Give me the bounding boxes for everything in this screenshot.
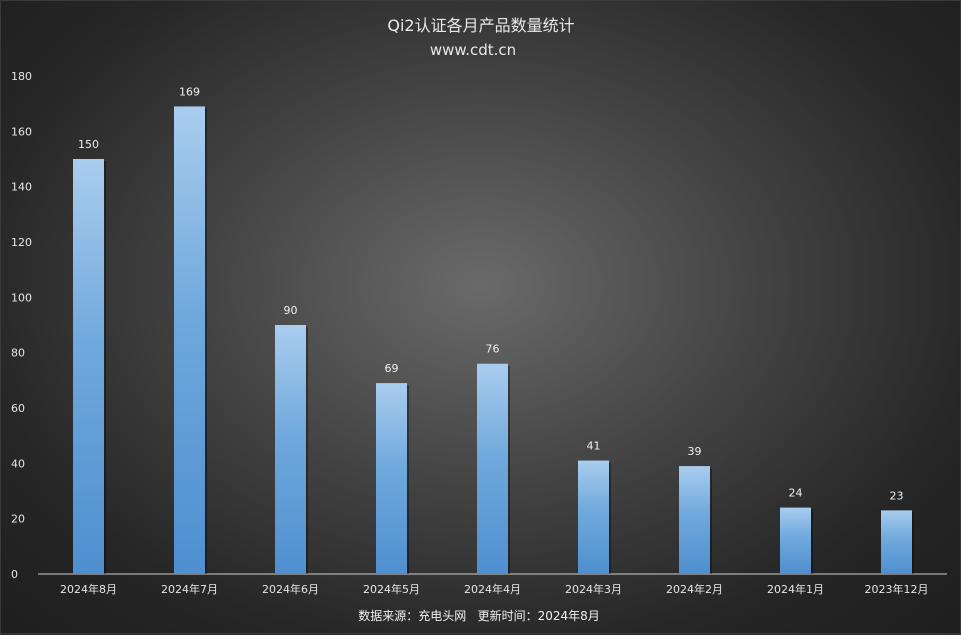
y-tick-label: 60: [11, 402, 25, 415]
x-tick-label: 2024年1月: [767, 582, 824, 596]
chart-title: Qi2认证各月产品数量统计: [387, 16, 574, 35]
y-axis-ticks: 0 20 40 60 80 100 120 140 160 180: [11, 70, 32, 581]
data-label: 90: [284, 304, 298, 317]
y-tick-label: 100: [11, 291, 32, 304]
y-tick-label: 80: [11, 347, 25, 360]
x-tick-label: 2023年12月: [865, 582, 929, 596]
x-tick-label: 2024年2月: [666, 582, 723, 596]
bar: [275, 325, 306, 574]
data-label: 41: [587, 440, 601, 453]
x-tick-label: 2024年3月: [565, 582, 622, 596]
x-tick-label: 2024年6月: [262, 582, 319, 596]
y-tick-label: 20: [11, 513, 25, 526]
data-label: 76: [486, 343, 500, 356]
bar: [578, 460, 609, 574]
bar: [376, 383, 407, 574]
y-tick-label: 40: [11, 457, 25, 470]
x-tick-label: 2024年5月: [363, 582, 420, 596]
y-tick-label: 140: [11, 181, 32, 194]
chart-subtitle: www.cdt.cn: [430, 41, 516, 59]
x-tick-label: 2024年8月: [60, 582, 117, 596]
chart-footer: 数据来源：充电头网 更新时间：2024年8月: [358, 608, 600, 623]
x-tick-label: 2024年7月: [161, 582, 218, 596]
x-axis-ticks: 2024年8月 2024年7月 2024年6月 2024年5月 2024年4月 2024年…: [60, 582, 929, 596]
bar: [477, 363, 508, 574]
y-tick-label: 180: [11, 70, 32, 83]
data-label: 24: [789, 487, 803, 500]
data-label: 69: [385, 362, 399, 375]
data-label: 169: [179, 85, 200, 98]
y-tick-label: 120: [11, 236, 32, 249]
y-tick-label: 0: [11, 568, 18, 581]
x-tick-label: 2024年4月: [464, 582, 521, 596]
y-tick-label: 160: [11, 125, 32, 138]
bar: [881, 510, 912, 574]
bar: [780, 507, 811, 574]
data-label: 39: [688, 445, 702, 458]
bars-group: 150 169 90 69 76 41 39 24 23: [73, 85, 914, 574]
bar: [174, 106, 205, 574]
bar: [679, 466, 710, 574]
data-label: 23: [890, 489, 904, 502]
bar: [73, 159, 104, 574]
data-label: 150: [78, 138, 99, 151]
